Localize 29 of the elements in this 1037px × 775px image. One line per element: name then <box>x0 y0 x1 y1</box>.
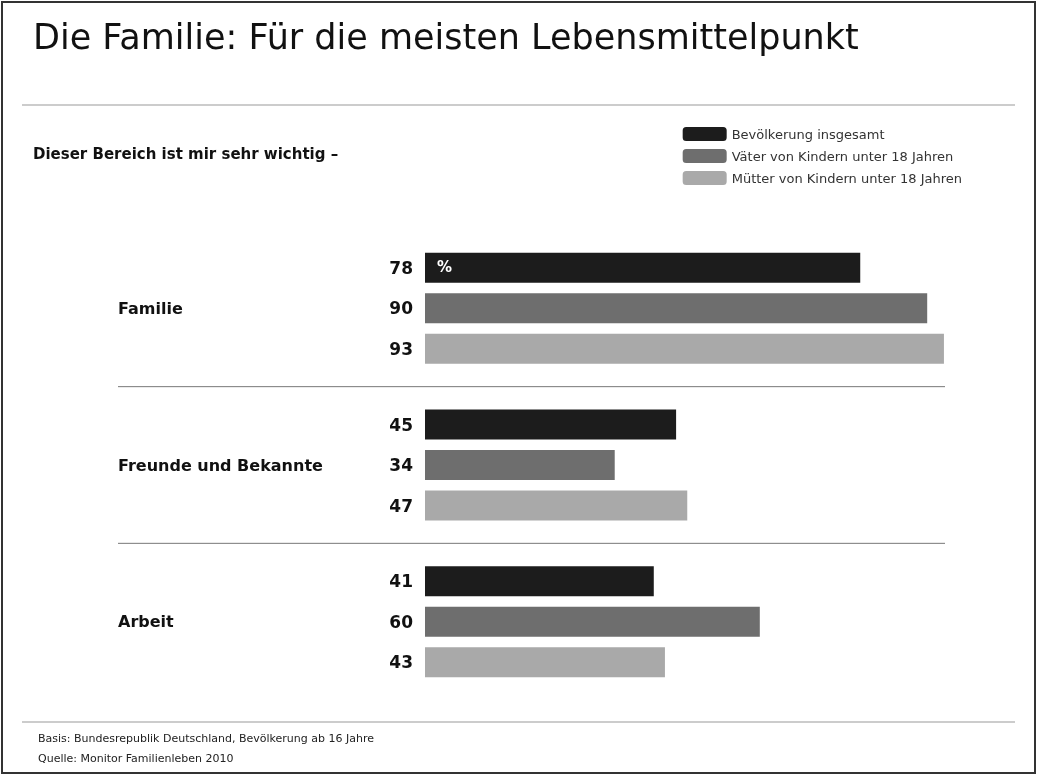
bar <box>425 252 861 283</box>
bar <box>425 293 928 324</box>
data-label: 47 <box>389 495 413 516</box>
data-label: 60 <box>389 611 414 632</box>
bar <box>425 490 688 521</box>
legend-label: Väter von Kindern unter 18 Jahren <box>731 148 954 164</box>
legend-label: Bevölkerung insgesamt <box>731 126 885 142</box>
data-label: 41 <box>389 571 413 592</box>
data-label: 45 <box>389 414 413 435</box>
legend-label: Mütter von Kindern unter 18 Jahren <box>731 170 963 186</box>
text: Dieser Bereich ist mir sehr wichtig – <box>33 144 339 163</box>
bar <box>425 450 615 480</box>
text: Basis: Bundesrepublik Deutschland, Bevölkerung ab 16 Jahre <box>38 732 375 745</box>
data-label: 90 <box>389 298 414 319</box>
bar <box>425 647 665 678</box>
bar <box>425 566 654 597</box>
data-label: 78 <box>389 257 413 278</box>
data-label: 34 <box>389 455 414 475</box>
y-tick-label: Freunde und Bekannte <box>118 455 324 475</box>
annotation: % <box>437 257 453 276</box>
chart-title: Die Familie: Für die meisten Lebensmittelpunkt <box>33 16 859 57</box>
bar <box>425 606 760 637</box>
data-label: 93 <box>389 338 413 359</box>
data-label: 43 <box>389 652 413 673</box>
bar <box>425 409 677 440</box>
bar <box>425 333 944 364</box>
source-note: Quelle: Monitor Familienleben 2010 <box>38 752 234 765</box>
y-tick-label: Familie <box>118 298 183 318</box>
y-tick-label: Arbeit <box>118 612 175 632</box>
